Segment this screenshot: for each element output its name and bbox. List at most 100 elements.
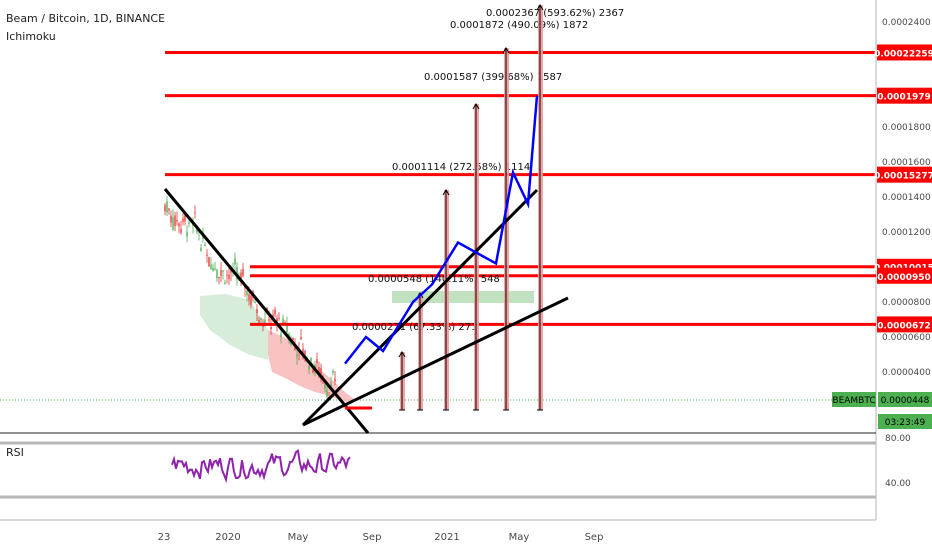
candle-body xyxy=(200,247,202,251)
measure-label: 0.0001872 (490.09%) 1872 xyxy=(450,20,588,31)
candle-body xyxy=(176,220,178,222)
candle-body xyxy=(278,317,280,319)
chart-title: Beam / Bitcoin, 1D, BINANCE xyxy=(6,12,166,25)
candle-body xyxy=(230,269,232,273)
candle-body xyxy=(248,294,250,301)
price-tick-label: 0.0001200 xyxy=(882,228,931,238)
candle-body xyxy=(214,268,216,270)
candle-body xyxy=(308,366,310,370)
level-tag-bg xyxy=(877,87,932,104)
candle-body xyxy=(254,301,256,304)
measure-arrow xyxy=(472,103,480,110)
candle-body xyxy=(258,319,260,323)
rsi-tick-label: 80.00 xyxy=(885,434,911,444)
symbol-tag: BEAMBTC xyxy=(832,396,875,406)
measure-arrow xyxy=(442,189,450,196)
candle-body xyxy=(296,354,298,357)
candlesticks xyxy=(164,196,336,400)
candle-body xyxy=(312,369,314,373)
time-tick-label: Sep xyxy=(363,532,382,543)
candle-body xyxy=(182,218,184,222)
level-lines xyxy=(165,50,876,326)
candle-body xyxy=(188,222,190,224)
measure-label: 0.0002367 (593.62%) 2367 xyxy=(486,8,624,19)
candle-body xyxy=(262,325,264,327)
candle-body xyxy=(208,257,210,267)
candle-body xyxy=(216,269,218,279)
candle-body xyxy=(168,208,170,211)
candle-body xyxy=(334,378,336,382)
measure-label: 0.0001114 (272.58%) 1114 xyxy=(392,162,530,173)
candle-body xyxy=(316,358,318,364)
candle-body xyxy=(224,282,226,285)
candle-body xyxy=(192,224,194,226)
price-tick-label: 0.0001400 xyxy=(882,193,931,203)
rsi-line xyxy=(171,448,351,484)
candle-body xyxy=(212,267,214,272)
candle-body xyxy=(250,295,252,305)
countdown-tag-bg xyxy=(878,414,932,429)
level-tag: 0.0001979 xyxy=(877,93,931,103)
candle-body xyxy=(228,274,230,280)
price-tag: 0.0000448 xyxy=(881,396,930,406)
level-tag: 0.0000672 xyxy=(877,321,931,331)
measure-arrow xyxy=(536,4,544,11)
candle-body xyxy=(274,309,276,315)
candle-body xyxy=(320,368,322,379)
candle-body xyxy=(324,384,326,389)
candle-body xyxy=(220,270,222,276)
candle-body xyxy=(234,258,236,265)
candle-body xyxy=(246,290,248,296)
symbol-tag-bg[interactable] xyxy=(832,392,876,407)
downtrend-line xyxy=(163,188,370,434)
candle-body xyxy=(326,390,328,397)
candle-body xyxy=(292,338,294,341)
candle-body xyxy=(282,318,284,325)
time-tick-label: 2020 xyxy=(215,532,240,543)
candle-body xyxy=(280,333,282,337)
candle-body xyxy=(226,274,228,276)
measure-arrow xyxy=(398,351,406,358)
candle-body xyxy=(194,211,196,213)
candle-body xyxy=(242,268,244,276)
candle-body xyxy=(174,215,176,227)
price-tag-bg xyxy=(878,392,932,407)
candle-body xyxy=(304,350,306,356)
price-tick-label: 0.0000800 xyxy=(882,298,931,308)
candle-body xyxy=(270,327,272,330)
candle-body xyxy=(260,317,262,320)
time-tick-label: May xyxy=(509,532,530,543)
rsi-label: RSI xyxy=(6,446,24,459)
measure-label: 0.0001587 (399.68%) 1587 xyxy=(424,72,562,83)
candle-body xyxy=(172,217,174,230)
indicator-label: Ichimoku xyxy=(6,30,56,43)
time-tick-label: 2021 xyxy=(434,532,459,543)
candle-body xyxy=(204,244,206,247)
candle-body xyxy=(166,201,168,213)
uptrend-line-flat xyxy=(302,296,569,427)
price-tick-label: 0.0001800 xyxy=(882,123,931,133)
level-tag-bg xyxy=(877,316,932,333)
level-tag: 0.00015277 xyxy=(874,172,932,182)
time-tick-label: May xyxy=(288,532,309,543)
candle-body xyxy=(318,366,320,375)
countdown-tag: 03:23:49 xyxy=(885,418,926,428)
level-tag: 0.00022259 xyxy=(874,49,932,59)
candle-body xyxy=(218,276,220,278)
candle-body xyxy=(180,228,182,233)
candle-body xyxy=(184,214,186,222)
price-tick-label: 0.0000400 xyxy=(882,368,931,378)
candle-body xyxy=(222,270,224,272)
time-tick-label: Sep xyxy=(585,532,604,543)
measure-arrow xyxy=(502,47,510,54)
price-tick-label: 0.0001600 xyxy=(882,158,931,168)
candle-body xyxy=(286,323,288,333)
candle-body xyxy=(206,254,208,256)
candle-body xyxy=(268,319,270,321)
candle-body xyxy=(332,370,334,373)
level-tags: 0.000222590.00019790.000152770.000100150… xyxy=(874,44,932,333)
candle-body xyxy=(310,357,312,362)
